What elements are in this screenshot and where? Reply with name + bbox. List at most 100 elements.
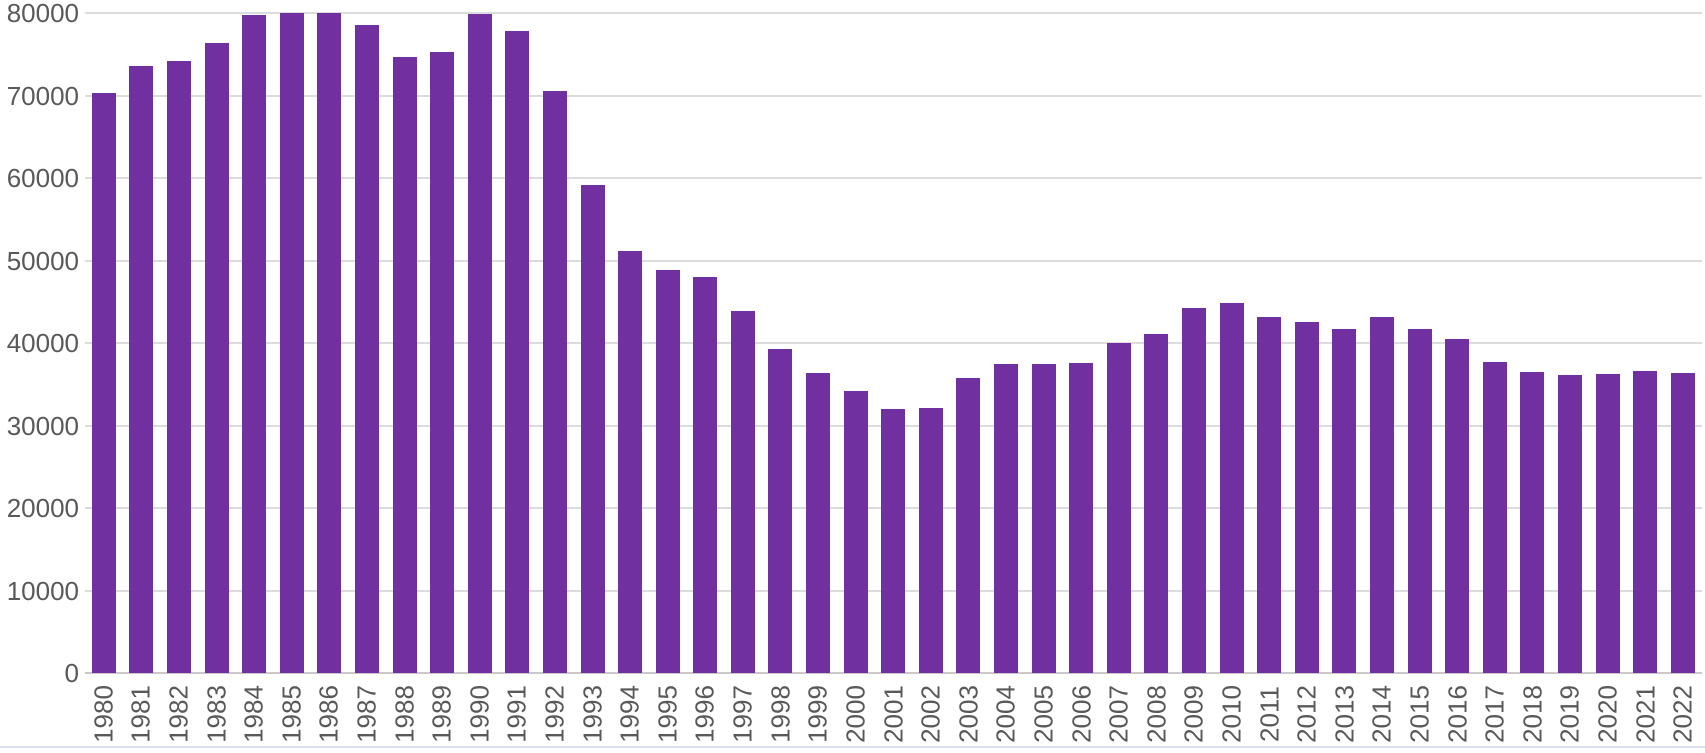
bar-1994[interactable] bbox=[618, 251, 643, 673]
x-tick-label: 2019 bbox=[1554, 685, 1585, 743]
x-tick-label: 2008 bbox=[1141, 685, 1172, 743]
x-tick-label: 1997 bbox=[727, 685, 758, 743]
bar-1981[interactable] bbox=[129, 65, 154, 673]
bar-1995[interactable] bbox=[655, 269, 680, 673]
bar-2001[interactable] bbox=[881, 409, 906, 673]
bar-2006[interactable] bbox=[1069, 362, 1094, 673]
x-tick-label: 1983 bbox=[201, 685, 232, 743]
x-tick-label: 1985 bbox=[276, 685, 307, 743]
x-axis-line bbox=[85, 672, 1702, 674]
x-tick-label: 1980 bbox=[88, 685, 119, 743]
y-tick-label-60000: 60000 bbox=[6, 163, 79, 193]
gridline-70000 bbox=[85, 94, 1702, 97]
bar-2020[interactable] bbox=[1595, 373, 1620, 673]
bar-1989[interactable] bbox=[430, 51, 455, 673]
y-tick-label-0: 0 bbox=[64, 658, 79, 688]
bar-1986[interactable] bbox=[317, 13, 342, 673]
y-tick-label-50000: 50000 bbox=[6, 245, 79, 276]
x-tick-label: 1991 bbox=[501, 685, 532, 743]
x-tick-label: 2010 bbox=[1216, 685, 1247, 743]
gridline-60000 bbox=[85, 177, 1702, 179]
x-tick-label: 2018 bbox=[1517, 685, 1548, 743]
bar-1998[interactable] bbox=[768, 348, 793, 673]
bar-2014[interactable] bbox=[1369, 316, 1394, 673]
x-tick-label: 1986 bbox=[313, 685, 344, 743]
x-tick-label: 1984 bbox=[238, 685, 269, 743]
x-tick-label: 2002 bbox=[915, 685, 946, 743]
bar-2022[interactable] bbox=[1670, 372, 1695, 673]
x-tick-label: 1998 bbox=[765, 685, 796, 743]
y-tick-label-40000: 40000 bbox=[6, 328, 79, 358]
x-tick-label: 2020 bbox=[1592, 685, 1623, 743]
x-tick-label: 1995 bbox=[652, 685, 683, 743]
bar-2013[interactable] bbox=[1332, 328, 1357, 673]
gridline-80000 bbox=[85, 12, 1702, 14]
x-tick-label: 2011 bbox=[1254, 686, 1285, 742]
bar-2004[interactable] bbox=[994, 363, 1019, 673]
bar-1985[interactable] bbox=[279, 13, 304, 673]
bar-2008[interactable] bbox=[1144, 333, 1169, 673]
bar-2016[interactable] bbox=[1445, 338, 1470, 673]
bar-1984[interactable] bbox=[242, 14, 267, 673]
x-tick-label: 2013 bbox=[1329, 685, 1360, 743]
x-tick-label: 2000 bbox=[840, 685, 871, 743]
x-tick-label: 2021 bbox=[1630, 685, 1661, 743]
bar-1991[interactable] bbox=[505, 31, 530, 673]
x-tick-label: 1990 bbox=[464, 685, 495, 743]
x-tick-label: 1999 bbox=[802, 685, 833, 743]
x-tick-label: 2005 bbox=[1028, 685, 1059, 743]
bar-2012[interactable] bbox=[1294, 322, 1319, 673]
bar-2011[interactable] bbox=[1257, 316, 1282, 673]
x-tick-label: 1989 bbox=[426, 685, 457, 743]
bar-2015[interactable] bbox=[1407, 328, 1432, 673]
bar-1987[interactable] bbox=[354, 25, 379, 673]
y-tick-label-10000: 10000 bbox=[6, 575, 79, 606]
bar-1992[interactable] bbox=[542, 91, 567, 673]
y-tick-label-20000: 20000 bbox=[6, 493, 79, 523]
bar-2018[interactable] bbox=[1520, 371, 1545, 673]
x-tick-label: 1981 bbox=[125, 685, 156, 743]
bar-2002[interactable] bbox=[918, 408, 943, 673]
gridline-50000 bbox=[85, 259, 1702, 262]
bar-1990[interactable] bbox=[467, 13, 492, 673]
bar-1996[interactable] bbox=[693, 277, 718, 673]
x-tick-label: 2006 bbox=[1066, 685, 1097, 743]
bar-2007[interactable] bbox=[1106, 343, 1131, 673]
gridline-40000 bbox=[85, 342, 1702, 344]
bar-1988[interactable] bbox=[392, 56, 417, 673]
x-tick-label: 1994 bbox=[614, 685, 645, 743]
bar-2000[interactable] bbox=[843, 390, 868, 673]
x-tick-label: 2012 bbox=[1291, 685, 1322, 743]
x-tick-label: 2015 bbox=[1404, 685, 1435, 743]
bar-2005[interactable] bbox=[1031, 363, 1056, 673]
bar-1980[interactable] bbox=[91, 93, 116, 673]
x-tick-label: 1993 bbox=[577, 685, 608, 743]
plot-area bbox=[85, 13, 1702, 673]
x-tick-label: 1982 bbox=[163, 685, 194, 743]
bar-1999[interactable] bbox=[806, 372, 831, 673]
x-tick-label: 2017 bbox=[1479, 685, 1510, 743]
bar-2003[interactable] bbox=[956, 377, 981, 673]
bar-1997[interactable] bbox=[730, 310, 755, 673]
bar-1993[interactable] bbox=[580, 185, 605, 673]
y-tick-label-80000: 80000 bbox=[6, 0, 79, 28]
window-bottom-edge bbox=[0, 746, 1705, 748]
bar-2021[interactable] bbox=[1633, 371, 1658, 673]
x-tick-label: 1996 bbox=[689, 685, 720, 743]
x-tick-label: 1988 bbox=[389, 685, 420, 743]
x-tick-label: 2014 bbox=[1366, 685, 1397, 743]
bar-2017[interactable] bbox=[1482, 361, 1507, 673]
x-tick-label: 1987 bbox=[351, 685, 382, 743]
x-tick-label: 2022 bbox=[1667, 685, 1698, 743]
bar-1982[interactable] bbox=[166, 60, 191, 673]
bar-2009[interactable] bbox=[1182, 307, 1207, 673]
bar-2010[interactable] bbox=[1219, 303, 1244, 673]
x-tick-label: 2009 bbox=[1178, 685, 1209, 743]
bar-1983[interactable] bbox=[204, 42, 229, 673]
x-tick-label: 2001 bbox=[878, 685, 908, 743]
y-tick-label-70000: 70000 bbox=[6, 80, 79, 111]
bar-2019[interactable] bbox=[1557, 375, 1582, 673]
x-tick-label: 2016 bbox=[1442, 685, 1473, 743]
x-tick-label: 1992 bbox=[539, 685, 570, 743]
